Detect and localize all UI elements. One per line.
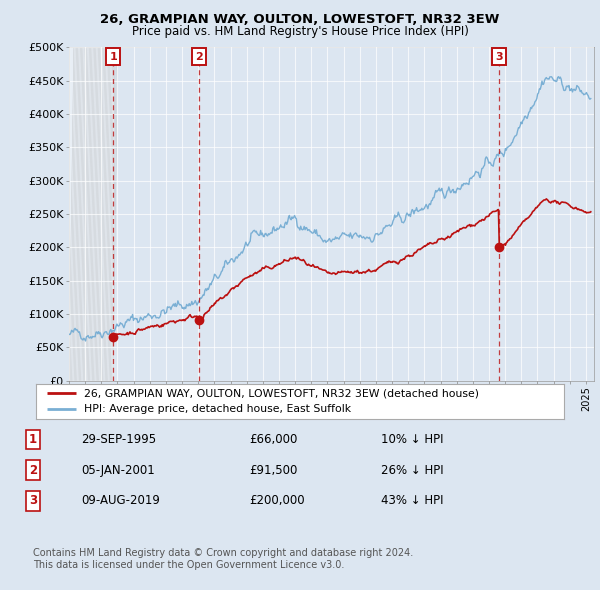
- Text: £91,500: £91,500: [249, 464, 298, 477]
- Text: 26% ↓ HPI: 26% ↓ HPI: [381, 464, 443, 477]
- Text: 29-SEP-1995: 29-SEP-1995: [81, 433, 156, 446]
- Text: 3: 3: [495, 51, 503, 61]
- Text: 2: 2: [194, 51, 202, 61]
- Text: £200,000: £200,000: [249, 494, 305, 507]
- Text: 1: 1: [110, 51, 117, 61]
- Text: 10% ↓ HPI: 10% ↓ HPI: [381, 433, 443, 446]
- Text: 09-AUG-2019: 09-AUG-2019: [81, 494, 160, 507]
- Text: £66,000: £66,000: [249, 433, 298, 446]
- Text: This data is licensed under the Open Government Licence v3.0.: This data is licensed under the Open Gov…: [33, 559, 344, 569]
- Text: 26, GRAMPIAN WAY, OULTON, LOWESTOFT, NR32 3EW (detached house): 26, GRAMPIAN WAY, OULTON, LOWESTOFT, NR3…: [83, 388, 479, 398]
- Text: 3: 3: [29, 494, 37, 507]
- Text: 43% ↓ HPI: 43% ↓ HPI: [381, 494, 443, 507]
- Text: 2: 2: [29, 464, 37, 477]
- Text: Contains HM Land Registry data © Crown copyright and database right 2024.: Contains HM Land Registry data © Crown c…: [33, 548, 413, 558]
- Bar: [69, 47, 113, 381]
- Text: Price paid vs. HM Land Registry's House Price Index (HPI): Price paid vs. HM Land Registry's House …: [131, 25, 469, 38]
- Text: HPI: Average price, detached house, East Suffolk: HPI: Average price, detached house, East…: [83, 404, 350, 414]
- Text: 26, GRAMPIAN WAY, OULTON, LOWESTOFT, NR32 3EW: 26, GRAMPIAN WAY, OULTON, LOWESTOFT, NR3…: [100, 13, 500, 26]
- Text: 1: 1: [29, 433, 37, 446]
- Text: 05-JAN-2001: 05-JAN-2001: [81, 464, 155, 477]
